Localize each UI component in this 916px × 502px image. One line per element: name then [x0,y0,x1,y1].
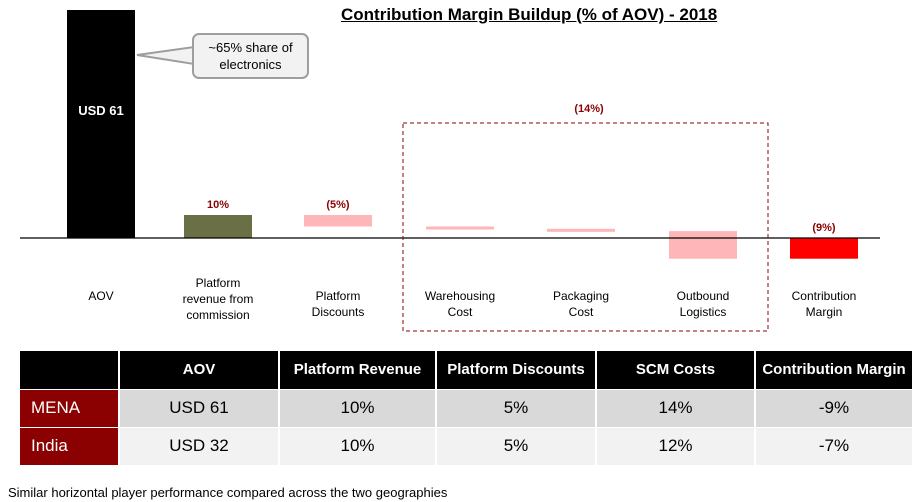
callout-pointer [136,45,195,66]
bar-platform-revenue-from-commission [184,215,252,238]
chart-title: Contribution Margin Buildup (% of AOV) -… [341,5,718,24]
header-platform-discounts: Platform Discounts [436,351,597,389]
x-tick-label: commission [186,308,249,322]
x-tick-label: Contribution [792,289,857,303]
region-cell: MENA [20,388,120,427]
comparison-table: AOV Platform Revenue Platform Discounts … [20,351,914,465]
waterfall-chart: (14%) AOV Platform revenue from commission P… [20,10,880,332]
x-tick-label: Platform [196,276,241,290]
callout-text: ~65% share of electronics [208,40,293,72]
header-contribution-margin: Contribution Margin [755,351,914,389]
table-cell: -7% [755,426,914,465]
footnote: Similar horizontal player performance co… [8,485,448,500]
bar-warehousing-cost [426,226,494,230]
x-tick-label: revenue from [183,292,254,306]
header-platform-revenue: Platform Revenue [279,351,437,389]
x-tick-label: Logistics [680,305,727,319]
table-cell: 5% [436,388,597,427]
bar-platform-discounts [304,215,372,227]
scm-costs-group-label: (14%) [574,103,604,115]
table-header-row: AOV Platform Revenue Platform Discounts … [20,351,914,389]
bar-contribution-margin [790,238,858,259]
data-label: (5%) [326,199,350,211]
header-aov: AOV [119,351,280,389]
table-cell: 12% [596,426,756,465]
x-axis-labels: AOV Platform revenue from commission Platfor… [88,276,856,322]
bar-aov [67,10,135,238]
scm-costs-group-box [402,122,769,332]
x-tick-label: Outbound [677,289,730,303]
bar-packaging-cost [547,228,615,232]
table-cell: USD 61 [119,388,280,427]
bar-outbound-logistics [669,231,737,259]
x-tick-label: Cost [448,305,473,319]
x-tick-label: Cost [569,305,594,319]
data-label: USD 61 [78,103,124,118]
x-tick-label: Discounts [312,305,365,319]
table-cell: 5% [436,426,597,465]
table-cell: 14% [596,388,756,427]
callout-note: ~65% share of electronics [192,33,309,79]
data-label: 10% [207,199,229,211]
x-tick-label: Packaging [553,289,609,303]
region-cell: India [20,426,120,465]
x-tick-label: AOV [88,289,113,303]
x-tick-label: Warehousing [425,289,495,303]
header-scm-costs: SCM Costs [596,351,756,389]
table-cell: -9% [755,388,914,427]
x-tick-label: Margin [806,305,843,319]
bars-layer [67,10,858,259]
table-cell: 10% [279,388,437,427]
table-cell: USD 32 [119,426,280,465]
header-region [20,351,120,389]
table-cell: 10% [279,426,437,465]
x-tick-label: Platform [316,289,361,303]
table-row: MENA USD 61 10% 5% 14% -9% [20,388,914,427]
table-row: India USD 32 10% 5% 12% -7% [20,426,914,465]
data-label: (9%) [812,222,836,234]
data-labels: USD 61 10% (5%) (9%) [78,103,836,234]
